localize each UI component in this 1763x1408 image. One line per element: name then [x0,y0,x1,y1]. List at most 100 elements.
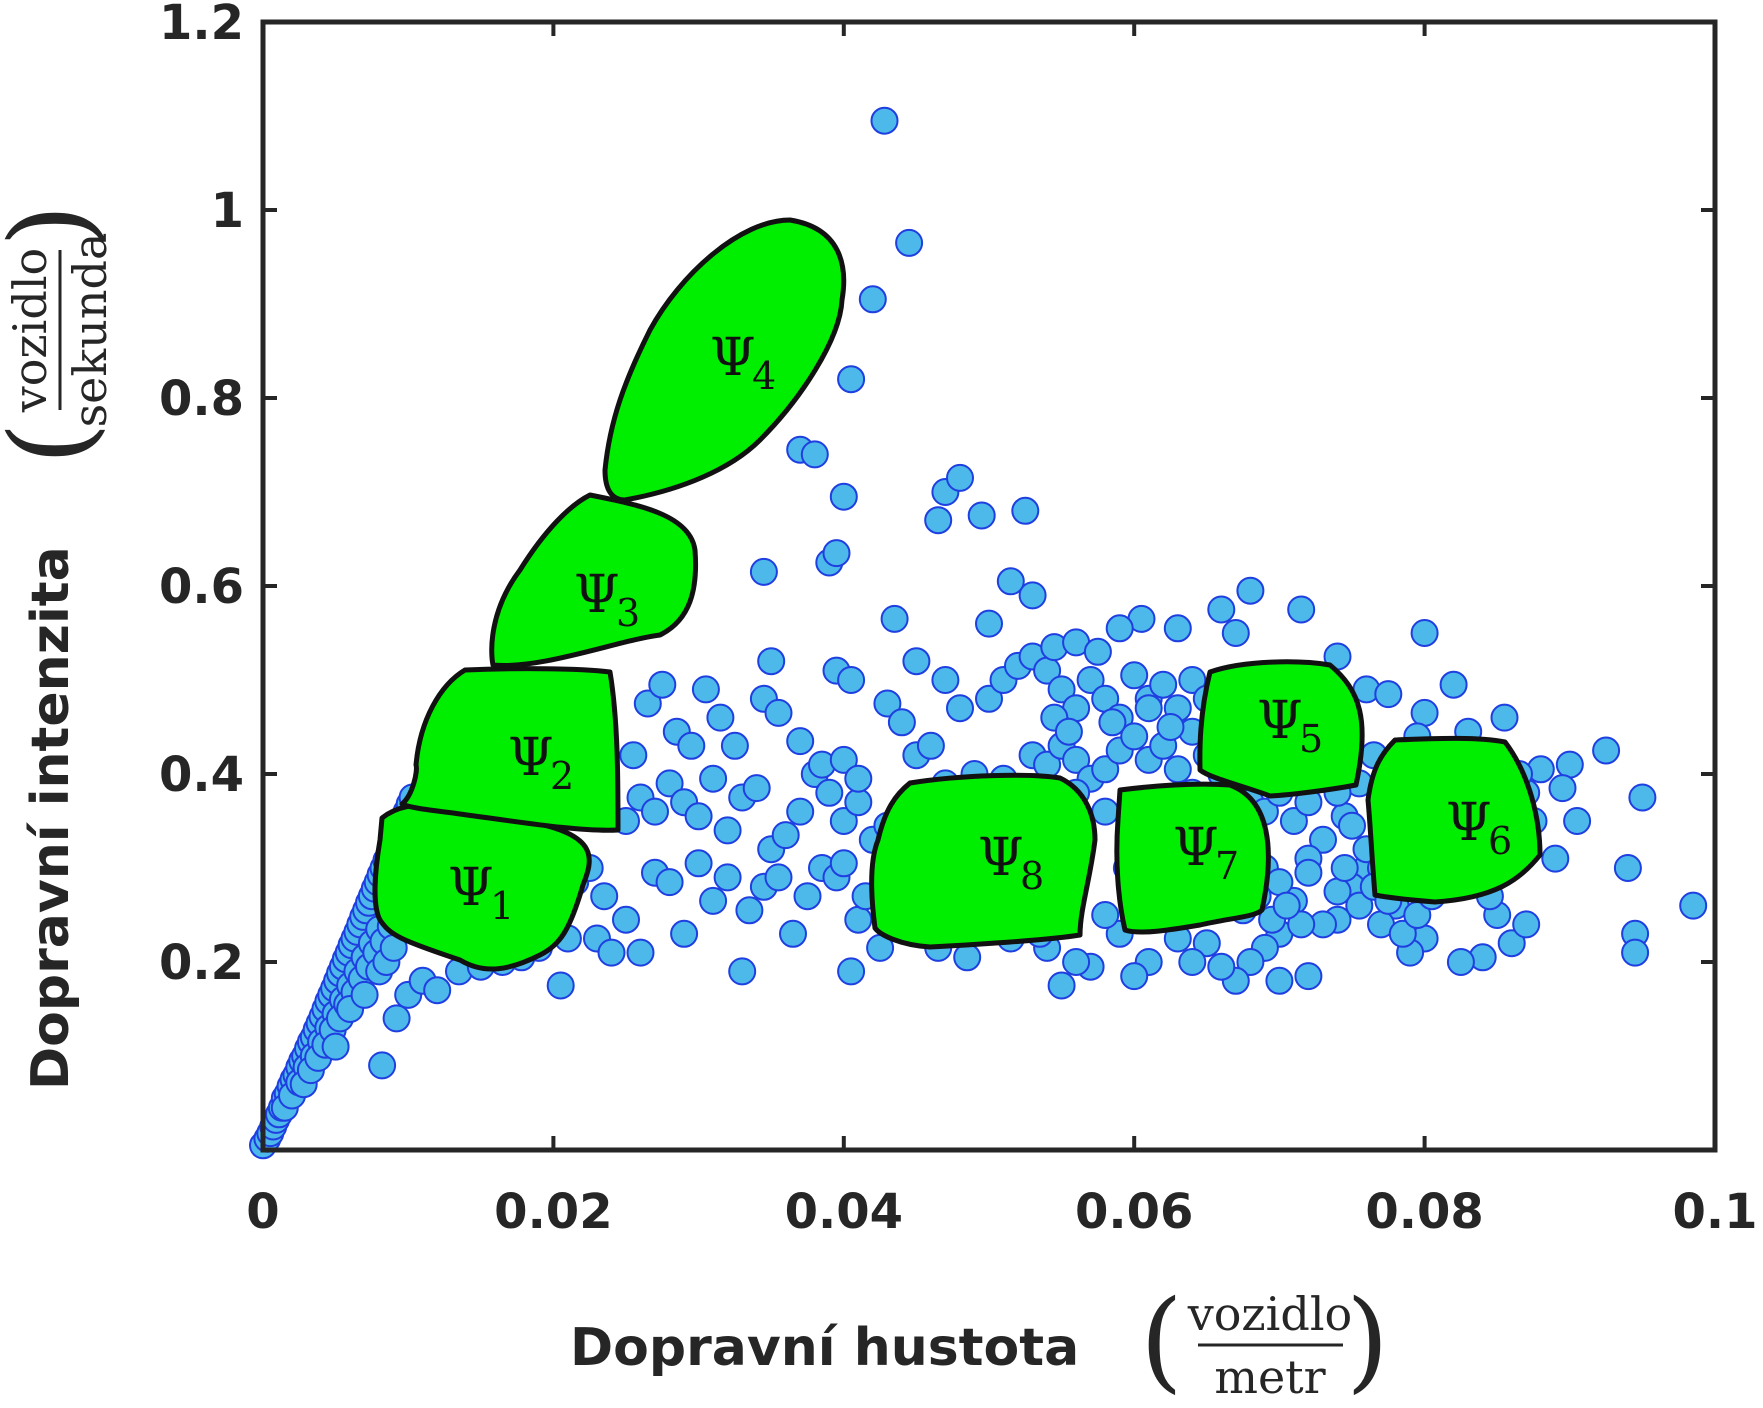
data-point [1555,750,1584,779]
data-point [1047,971,1076,1000]
region-psi-4 [602,217,847,503]
regions [372,217,1543,972]
data-point [677,731,706,760]
data-point [829,745,858,774]
data-point [858,285,887,314]
region-label-psi-2: Ψ2 [508,728,574,798]
data-point [706,703,735,732]
x-tick-label: 0.06 [1075,1184,1193,1240]
data-point [713,863,742,892]
data-point [612,905,640,934]
region-psi-8 [869,772,1098,950]
y-axis-paren-left: ( [0,422,114,465]
data-point [873,689,902,718]
data-point [1221,619,1250,647]
data-point [597,938,626,967]
y-axis-unit-denominator: sekunda [63,233,117,428]
data-point [1149,670,1178,699]
region-label-psi-4: Ψ4 [710,328,776,398]
data-point [916,731,945,760]
data-point [1083,637,1112,666]
data-point [786,727,815,756]
data-point [1497,929,1526,958]
data-point [691,675,720,704]
x-tick-label: 0.04 [785,1184,903,1240]
data-point [1207,952,1236,981]
data-point [1613,854,1642,882]
data-point [1287,910,1316,939]
data-point [1294,962,1323,991]
data-point [975,609,1003,638]
data-point [887,708,916,737]
data-point [713,816,742,845]
y-tick-label: 0.4 [159,747,244,803]
data-point [1309,825,1337,854]
data-point [670,919,699,948]
data-point [1374,680,1403,709]
data-point [633,689,662,718]
data-point [626,938,655,967]
data-point [1410,698,1439,727]
region-symbol: Ψ [710,328,756,388]
region-psi-7 [1114,781,1271,935]
y-tick-label: 0.2 [159,935,244,991]
y-axis-paren-right: ) [0,204,114,247]
data-point [953,943,982,972]
data-point [1018,581,1047,610]
data-point [1105,614,1134,643]
data-point [720,731,749,760]
data-point [684,849,713,878]
region-label-psi-7: Ψ7 [1173,818,1239,888]
y-axis-title: Dopravní intenzita [21,546,81,1090]
region-index: 7 [1215,844,1239,888]
region-index: 2 [550,754,574,798]
region-label-psi-3: Ψ3 [574,565,640,635]
data-point [684,802,713,831]
x-tick-label: 0.1 [1672,1184,1757,1240]
data-point [1338,811,1366,840]
y-tick-label: 0.6 [159,559,244,615]
data-point [844,788,873,817]
x-tick-label: 0.08 [1365,1184,1483,1240]
data-point [837,365,866,394]
data-point [1548,774,1577,803]
data-point [1062,948,1091,976]
data-point [1592,736,1621,765]
x-tick-label: 0.02 [494,1184,612,1240]
data-point [1062,745,1091,774]
data-point [1236,576,1265,605]
data-point [1120,962,1149,991]
data-point [1178,948,1207,976]
data-point [1120,661,1149,690]
data-point [655,868,684,897]
region-label-psi-6: Ψ6 [1446,793,1512,863]
data-point [423,976,452,1005]
data-point [699,764,728,793]
data-point [1512,910,1541,939]
region-index: 6 [1488,819,1512,863]
x-tick-label: 0 [246,1184,279,1240]
data-point [924,506,953,535]
data-point [619,741,648,770]
region-symbol: Ψ [1446,793,1492,853]
data-point [1265,966,1294,995]
data-point [764,863,793,892]
data-point [1345,891,1374,920]
data-point [382,1004,411,1033]
x-axis-paren-left: ( [1140,1276,1183,1404]
region-index: 4 [752,354,776,398]
region-symbol: Ψ [448,858,494,918]
data-point [786,797,815,826]
data-point [1207,595,1236,624]
data-point [870,106,899,135]
y-tick-label: 1.2 [159,0,244,51]
data-point [764,698,793,727]
data-point [946,463,974,492]
y-axis-unit-numerator: vozidlo [3,248,57,413]
data-point [1621,938,1650,967]
data-point [1679,891,1708,920]
data-point [1446,948,1475,976]
y-axis-title-group: Dopravní intenzita ( vozidlo sekunda ) [0,204,117,1090]
data-point [1628,783,1657,812]
